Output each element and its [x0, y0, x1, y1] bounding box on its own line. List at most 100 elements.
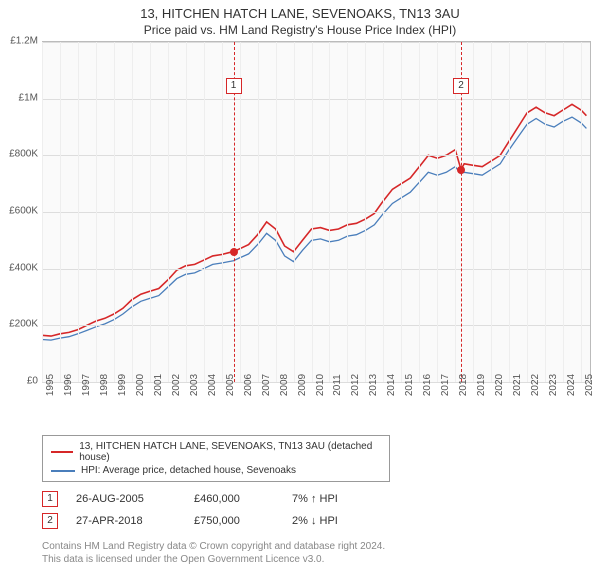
- gridline-h: [42, 42, 590, 43]
- gridline-v: [401, 42, 402, 382]
- x-axis-label: 2012: [350, 374, 361, 396]
- gridline-v: [437, 42, 438, 382]
- gridline-v: [581, 42, 582, 382]
- gridline-v: [329, 42, 330, 382]
- legend-row: 13, HITCHEN HATCH LANE, SEVENOAKS, TN13 …: [51, 440, 381, 464]
- x-axis-label: 2001: [153, 374, 164, 396]
- gridline-v: [168, 42, 169, 382]
- x-axis-label: 1997: [81, 374, 92, 396]
- x-axis-label: 2022: [530, 374, 541, 396]
- series-price_paid: [42, 104, 586, 336]
- x-axis-label: 2019: [476, 374, 487, 396]
- gridline-h: [42, 269, 590, 270]
- x-axis-label: 2017: [440, 374, 451, 396]
- transaction-price: £750,000: [194, 515, 274, 527]
- x-axis-label: 2024: [566, 374, 577, 396]
- gridline-v: [132, 42, 133, 382]
- y-axis-label: £600K: [9, 206, 38, 217]
- transaction-row: 126-AUG-2005£460,0007% ↑ HPI: [42, 488, 600, 510]
- gridline-h: [42, 155, 590, 156]
- footer-attribution: Contains HM Land Registry data © Crown c…: [42, 540, 600, 566]
- gridline-v: [312, 42, 313, 382]
- transaction-date: 26-AUG-2005: [76, 493, 176, 505]
- transaction-row: 227-APR-2018£750,0002% ↓ HPI: [42, 510, 600, 532]
- gridline-v: [473, 42, 474, 382]
- legend-row: HPI: Average price, detached house, Seve…: [51, 464, 381, 477]
- gridline-h: [42, 212, 590, 213]
- gridline-v: [419, 42, 420, 382]
- x-axis-label: 2025: [584, 374, 595, 396]
- gridline-v: [78, 42, 79, 382]
- transaction-price: £460,000: [194, 493, 274, 505]
- x-axis-label: 2021: [512, 374, 523, 396]
- gridline-v: [545, 42, 546, 382]
- legend-swatch: [51, 451, 73, 453]
- gridline-v: [150, 42, 151, 382]
- x-axis-label: 2005: [225, 374, 236, 396]
- x-axis-label: 2018: [458, 374, 469, 396]
- marker-box-2: 2: [453, 78, 469, 94]
- y-axis-label: £1.2M: [10, 36, 38, 47]
- gridline-v: [204, 42, 205, 382]
- y-axis-label: £400K: [9, 262, 38, 273]
- gridline-v: [563, 42, 564, 382]
- x-axis-label: 1999: [117, 374, 128, 396]
- chart-title: 13, HITCHEN HATCH LANE, SEVENOAKS, TN13 …: [0, 0, 600, 21]
- gridline-h: [42, 325, 590, 326]
- legend-label: 13, HITCHEN HATCH LANE, SEVENOAKS, TN13 …: [79, 441, 381, 463]
- y-axis-label: £1M: [19, 92, 38, 103]
- gridline-v: [365, 42, 366, 382]
- marker-box-1: 1: [226, 78, 242, 94]
- x-axis-label: 2003: [189, 374, 200, 396]
- gridline-v: [96, 42, 97, 382]
- gridline-v: [509, 42, 510, 382]
- x-axis-label: 2008: [279, 374, 290, 396]
- x-axis-label: 2014: [386, 374, 397, 396]
- plot-region: 12: [42, 41, 591, 382]
- gridline-v: [347, 42, 348, 382]
- x-axis-label: 2016: [422, 374, 433, 396]
- x-axis-label: 1995: [45, 374, 56, 396]
- x-axis-label: 1998: [99, 374, 110, 396]
- gridline-v: [42, 42, 43, 382]
- x-axis-label: 2020: [494, 374, 505, 396]
- y-axis-label: £200K: [9, 319, 38, 330]
- gridline-v: [527, 42, 528, 382]
- y-axis-label: £800K: [9, 149, 38, 160]
- x-axis-label: 2000: [135, 374, 146, 396]
- legend: 13, HITCHEN HATCH LANE, SEVENOAKS, TN13 …: [42, 435, 390, 482]
- legend-swatch: [51, 470, 75, 472]
- chart-area: 12 £0£200K£400K£600K£800K£1M£1.2M1995199…: [42, 41, 590, 401]
- footer-line-1: Contains HM Land Registry data © Crown c…: [42, 540, 600, 553]
- x-axis-label: 2009: [297, 374, 308, 396]
- transaction-table: 126-AUG-2005£460,0007% ↑ HPI227-APR-2018…: [42, 488, 600, 532]
- transaction-id-box: 1: [42, 491, 58, 507]
- chart-subtitle: Price paid vs. HM Land Registry's House …: [0, 21, 600, 41]
- transaction-id-box: 2: [42, 513, 58, 529]
- gridline-v: [276, 42, 277, 382]
- chart-container: 13, HITCHEN HATCH LANE, SEVENOAKS, TN13 …: [0, 0, 600, 560]
- x-axis-label: 2004: [207, 374, 218, 396]
- y-axis-label: £0: [27, 376, 38, 387]
- legend-label: HPI: Average price, detached house, Seve…: [81, 465, 296, 476]
- x-axis-label: 2010: [315, 374, 326, 396]
- gridline-v: [491, 42, 492, 382]
- transaction-date: 27-APR-2018: [76, 515, 176, 527]
- gridline-v: [186, 42, 187, 382]
- gridline-v: [114, 42, 115, 382]
- gridline-h: [42, 99, 590, 100]
- gridline-v: [383, 42, 384, 382]
- x-axis-label: 2007: [261, 374, 272, 396]
- gridline-v: [294, 42, 295, 382]
- x-axis-label: 2013: [368, 374, 379, 396]
- x-axis-label: 2006: [243, 374, 254, 396]
- sale-dot: [457, 166, 465, 174]
- gridline-v: [60, 42, 61, 382]
- x-axis-label: 2023: [548, 374, 559, 396]
- x-axis-label: 2015: [404, 374, 415, 396]
- x-axis-label: 2002: [171, 374, 182, 396]
- gridline-v: [222, 42, 223, 382]
- x-axis-label: 1996: [63, 374, 74, 396]
- x-axis-label: 2011: [332, 374, 343, 396]
- gridline-v: [258, 42, 259, 382]
